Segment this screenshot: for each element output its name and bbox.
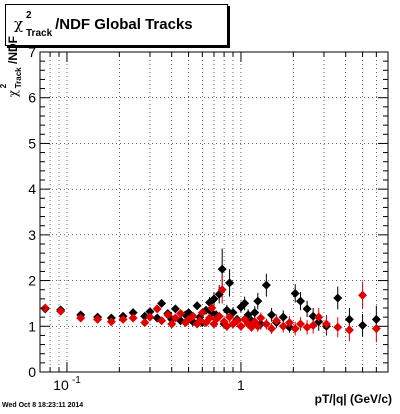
red-data-point xyxy=(93,314,103,324)
red-data-point xyxy=(314,312,324,322)
black-data-point xyxy=(358,320,368,330)
red-data-point xyxy=(207,303,217,313)
y-tick-label: 6 xyxy=(28,90,36,106)
ylabel-rest: /NDF xyxy=(6,36,20,64)
red-data-point xyxy=(140,318,150,328)
y-tick-label: 1 xyxy=(28,318,36,334)
red-data-point xyxy=(106,317,116,327)
ylabel-chi: χ xyxy=(6,90,20,98)
black-data-point xyxy=(371,314,381,324)
red-data-point xyxy=(128,313,138,323)
red-data-point xyxy=(247,322,257,332)
red-data-point xyxy=(344,325,354,335)
red-data-point xyxy=(232,316,242,326)
black-data-point xyxy=(308,311,318,321)
ylabel-sup: 2 xyxy=(0,84,8,88)
red-data-point xyxy=(145,312,155,322)
black-data-point xyxy=(128,308,138,318)
red-data-point xyxy=(253,321,263,331)
y-tick-label: 5 xyxy=(28,135,36,151)
black-data-point xyxy=(145,307,155,317)
black-data-point xyxy=(253,296,263,306)
title-box: χ 2 Track/NDF Global Tracks xyxy=(5,4,228,46)
title-rest: /NDF Global Tracks xyxy=(55,16,193,33)
y-tick-label: 2 xyxy=(28,273,36,289)
x-axis-label: pT/|q| (GeV/c) xyxy=(314,392,392,406)
red-data-point xyxy=(236,321,246,331)
black-data-point xyxy=(261,280,271,290)
red-data-point xyxy=(256,313,266,323)
x-tick-label: 1 xyxy=(237,377,245,393)
timestamp: Wed Oct 8 18:23:11 2014 xyxy=(2,402,84,409)
black-data-point xyxy=(217,264,227,274)
y-tick-label: 7 xyxy=(28,44,36,60)
red-data-point xyxy=(296,319,306,329)
red-data-point xyxy=(333,322,343,332)
red-data-point xyxy=(188,311,198,321)
red-data-point xyxy=(163,310,173,320)
black-data-point xyxy=(225,278,235,288)
red-data-point xyxy=(321,319,331,329)
axes xyxy=(39,51,389,373)
red-data-point xyxy=(271,316,281,326)
y-tick-label: 4 xyxy=(28,181,36,197)
x-tick-label-exponent: -1 xyxy=(72,375,81,386)
red-data-point xyxy=(267,324,277,334)
red-data-point xyxy=(118,314,128,324)
title-sup: 2 xyxy=(26,10,32,21)
black-data-point xyxy=(302,304,312,314)
black-data-point xyxy=(333,293,343,303)
black-data-point xyxy=(290,288,300,298)
red-data-point xyxy=(76,313,86,323)
red-data-point xyxy=(170,313,180,323)
black-data-point xyxy=(170,304,180,314)
y-tick-label: 0 xyxy=(28,364,36,380)
chart-title: χ 2 Track/NDF Global Tracks xyxy=(14,10,193,39)
red-data-point xyxy=(157,316,167,326)
y-tick-label: 3 xyxy=(28,227,36,243)
black-data-point xyxy=(192,301,202,311)
red-data-point xyxy=(284,318,294,328)
red-data-point xyxy=(56,306,66,316)
black-data-point xyxy=(296,296,306,306)
ylabel-sub: Track xyxy=(14,67,23,89)
red-data-point xyxy=(261,319,271,329)
red-data-point xyxy=(205,313,215,323)
red-data-point xyxy=(308,320,318,330)
red-data-point xyxy=(225,312,235,322)
red-data-point xyxy=(278,321,288,331)
x-tick-label: 10 xyxy=(53,377,69,393)
black-data-point xyxy=(267,310,277,320)
tick-labels: 0 1 2 3 4 5 6 7 10 -1 1 xyxy=(28,44,245,393)
red-data-point xyxy=(152,304,162,314)
red-data-point xyxy=(217,285,227,295)
title-chi: χ xyxy=(14,15,24,33)
black-data-point xyxy=(344,314,354,324)
red-data-point xyxy=(197,308,207,318)
black-data-point xyxy=(209,294,219,304)
black-data-point xyxy=(157,298,167,308)
red-data-point xyxy=(40,303,50,313)
black-data-point xyxy=(278,312,288,322)
black-data-point xyxy=(314,317,324,327)
black-data-point xyxy=(250,308,260,318)
title-sub: Track xyxy=(26,28,53,39)
red-data-point xyxy=(371,324,381,334)
red-data-point xyxy=(358,290,368,300)
red-data-point xyxy=(290,324,300,334)
black-data-point xyxy=(240,298,250,308)
red-data-point xyxy=(214,311,224,321)
red-data-point xyxy=(176,308,186,318)
red-data-point xyxy=(167,319,177,329)
y-axis-label: χ 2 Track/NDF xyxy=(0,36,23,98)
data-markers xyxy=(40,264,381,335)
